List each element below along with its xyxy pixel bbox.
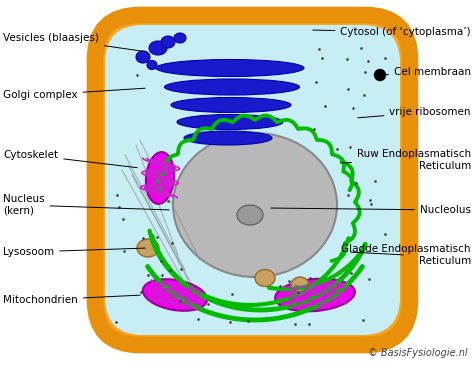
Ellipse shape (149, 41, 167, 55)
Circle shape (374, 70, 385, 80)
Ellipse shape (147, 61, 157, 70)
Ellipse shape (171, 97, 291, 112)
Ellipse shape (146, 152, 174, 204)
Text: Vesicles (blaasjes): Vesicles (blaasjes) (3, 33, 145, 52)
Text: Nucleus
(kern): Nucleus (kern) (3, 194, 169, 216)
Ellipse shape (184, 131, 272, 145)
Ellipse shape (291, 277, 309, 293)
Ellipse shape (137, 239, 159, 257)
Ellipse shape (174, 33, 186, 43)
Ellipse shape (255, 269, 275, 286)
Text: Ruw Endoplasmatisch
Reticulum: Ruw Endoplasmatisch Reticulum (341, 149, 471, 171)
Text: Golgi complex: Golgi complex (3, 88, 145, 100)
Ellipse shape (275, 279, 355, 311)
Ellipse shape (177, 115, 283, 129)
Ellipse shape (143, 279, 207, 311)
Text: Mitochondrien: Mitochondrien (3, 295, 140, 305)
Ellipse shape (164, 79, 300, 95)
Text: Cytosol (of ‘cytoplasma’): Cytosol (of ‘cytoplasma’) (313, 27, 471, 37)
FancyBboxPatch shape (95, 15, 410, 345)
Text: Cytoskelet: Cytoskelet (3, 150, 137, 168)
Text: Gladde Endoplasmatisch
Reticulum: Gladde Endoplasmatisch Reticulum (341, 244, 471, 266)
Ellipse shape (136, 51, 150, 63)
Text: Nucleolus: Nucleolus (271, 205, 471, 215)
Ellipse shape (156, 60, 304, 77)
FancyBboxPatch shape (105, 25, 400, 335)
Ellipse shape (161, 36, 175, 48)
Text: Lysosoom: Lysosoom (3, 247, 145, 257)
Ellipse shape (237, 205, 263, 225)
Text: © BasisFysiologie.nl: © BasisFysiologie.nl (368, 348, 468, 358)
Text: vrije ribosomen: vrije ribosomen (358, 107, 471, 118)
Text: Cel membraan: Cel membraan (383, 67, 471, 77)
Ellipse shape (173, 133, 337, 277)
